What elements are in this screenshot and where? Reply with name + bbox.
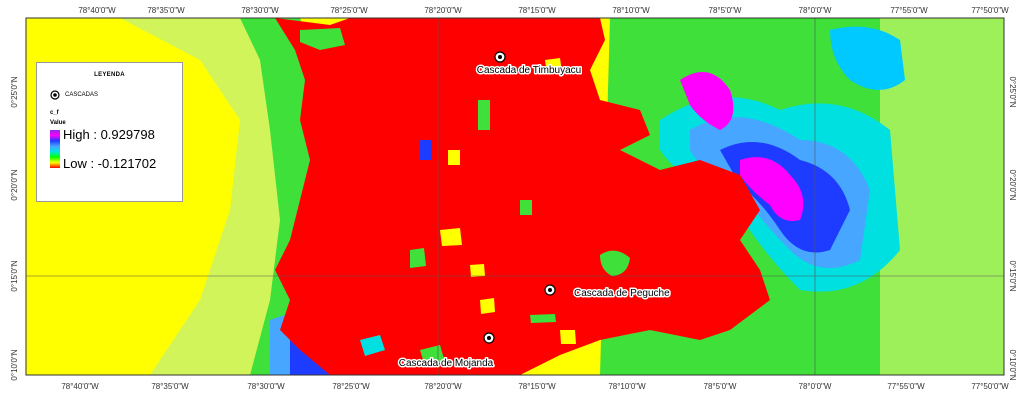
legend-low-label: Low : -0.121702 [63,156,157,171]
tick-bottom-8: 78°0'0"W [799,382,832,391]
raster-surface [26,18,1004,375]
tick-left-0: 0°25'0"N [10,76,19,107]
left-latitude-axis: 0°25'0"N 0°20'0"N 0°15'0"N 0°10'0"N [10,76,19,380]
legend-high-label: High : 0.929798 [63,127,155,142]
legend-title: LEYENDA [94,72,125,78]
tick-right-2: 0°15'0"N [1008,260,1016,291]
tick-left-1: 0°20'0"N [10,169,19,200]
top-longitude-axis: 78°40'0"W 78°35'0"W 78°30'0"W 78°25'0"W … [78,6,1009,15]
tick-left-2: 0°15'0"N [10,260,19,291]
tick-right-1: 0°20'0"N [1008,169,1016,200]
tick-bottom-4: 78°20'0"W [424,382,462,391]
tick-top-2: 78°30'0"W [241,6,279,15]
tick-top-1: 78°35'0"W [147,6,185,15]
tick-top-7: 78°5'0"W [709,6,742,15]
tick-top-4: 78°20'0"W [424,6,462,15]
tick-top-6: 78°10'0"W [612,6,650,15]
place-timbuyacu[interactable]: Cascada de Timbuyacu [475,51,583,78]
place-label: Cascada de Mojanda [399,358,494,369]
legend-box: LEYENDA CASCADAS c_f Value High : 0.9297… [36,62,183,202]
tick-top-5: 78°15'0"W [518,6,556,15]
tick-top-9: 77°55'0"W [890,6,928,15]
place-mojanda[interactable]: Cascada de Mojanda [397,332,495,371]
legend-color-ramp [50,130,60,168]
tick-bottom-3: 78°25'0"W [332,382,370,391]
tick-bottom-0: 78°40'0"W [61,382,99,391]
legend-marker-row: CASCADAS [50,90,98,100]
tick-bottom-7: 78°5'0"W [704,382,737,391]
waterfall-marker-icon [50,90,60,100]
tick-top-10: 77°50'0"W [971,6,1009,15]
waterfall-marker-dot [487,336,491,340]
tick-bottom-5: 78°15'0"W [518,382,556,391]
tick-bottom-10: 77°50'0"W [971,382,1009,391]
legend-marker-label: CASCADAS [65,92,99,98]
tick-bottom-2: 78°30'0"W [247,382,285,391]
legend-layer-name: c_f [50,110,59,116]
tick-right-3: 0°10'0"N [1008,349,1016,380]
tick-top-3: 78°25'0"W [330,6,368,15]
legend-value-label: Value [50,120,66,126]
tick-left-3: 0°10'0"N [10,349,19,380]
tick-bottom-9: 77°55'0"W [887,382,925,391]
place-peguche[interactable]: Cascada de Peguche [544,284,672,301]
waterfall-marker-dot [498,55,502,59]
right-latitude-axis: 0°25'0"N 0°20'0"N 0°15'0"N 0°10'0"N [1008,76,1016,380]
place-label: Cascada de Peguche [574,288,670,299]
map-frame [25,17,1005,376]
bottom-longitude-axis: 78°40'0"W 78°35'0"W 78°30'0"W 78°25'0"W … [61,382,1009,391]
tick-bottom-1: 78°35'0"W [151,382,189,391]
tick-top-8: 78°0'0"W [799,6,832,15]
waterfall-marker-dot [548,288,552,292]
tick-bottom-6: 78°10'0"W [608,382,646,391]
tick-top-0: 78°40'0"W [78,6,116,15]
place-label: Cascada de Timbuyacu [477,65,582,76]
tick-right-0: 0°25'0"N [1008,76,1016,107]
